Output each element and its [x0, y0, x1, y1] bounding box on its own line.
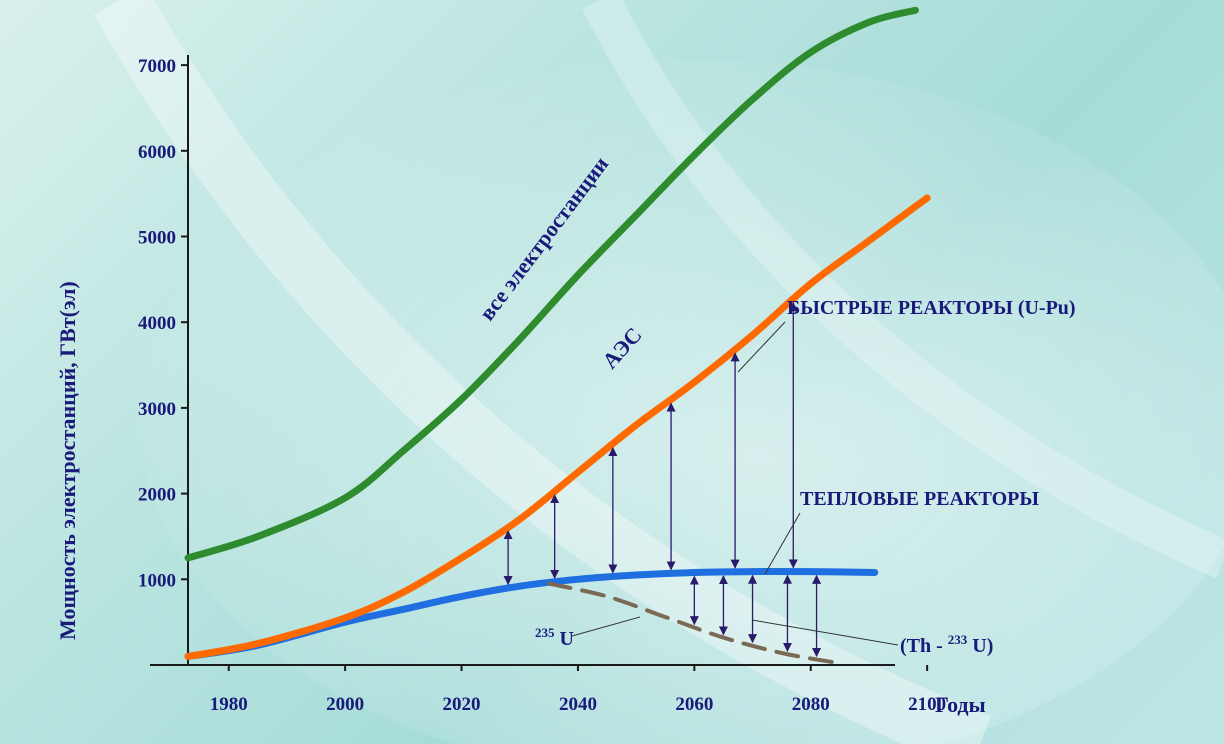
x-tick-label: 2100: [908, 694, 946, 715]
x-tick-label: 2020: [443, 694, 481, 715]
th233-close: U): [972, 635, 993, 657]
fast-reactors-leader: [737, 321, 786, 373]
u235-symbol: U: [560, 628, 574, 650]
thermal-reactors-leader: [764, 512, 801, 575]
all-plants-line: [184, 6, 919, 562]
thermal-reactors-label: ТЕПЛОВЫЕ РЕАКТОРЫ: [800, 488, 1039, 510]
u235-leader: [571, 616, 641, 637]
y-axis-title: Мощность электростанций, ГВт(эл): [55, 281, 80, 640]
npp-line: [184, 194, 931, 660]
x-tick-label: 2000: [326, 694, 364, 715]
series-layer: [184, 6, 931, 666]
y-tick-label: 2000: [138, 485, 176, 506]
svg-text:235 U: 235 U: [535, 620, 574, 650]
arrow-layer: [503, 302, 822, 658]
fast-reactors-label: БЫСТРЫЕ РЕАКТОРЫ (U-Pu): [787, 297, 1076, 319]
th233-label: (Th - 233 U): [751, 619, 993, 657]
x-tick-label: 2080: [792, 694, 830, 715]
axes: [150, 55, 895, 666]
u235-mass: 235: [535, 625, 555, 640]
th233-leader: [751, 619, 899, 646]
background-decoration: [93, 0, 1224, 744]
y-tick-label: 5000: [138, 228, 176, 249]
y-tick-label: 4000: [138, 313, 176, 334]
x-axis-ticks: 1980 2000 2020 2040 2060 2080 2100: [210, 665, 946, 715]
x-tick-label: 2060: [675, 694, 713, 715]
x-axis-title: Годы: [935, 692, 986, 717]
th233-open: (Th -: [900, 635, 943, 657]
y-tick-label: 3000: [138, 399, 176, 420]
th233-mass: 233: [948, 632, 968, 647]
x-tick-label: 2040: [559, 694, 597, 715]
u235-line: [546, 581, 842, 666]
x-tick-label: 1980: [210, 694, 248, 715]
svg-text:(Th - 233 U): (Th - 233 U): [900, 627, 993, 657]
y-tick-label: 7000: [138, 56, 176, 77]
y-tick-label: 1000: [138, 570, 176, 591]
y-axis-ticks: 1000 2000 3000 4000 5000 6000 7000: [138, 56, 188, 591]
y-tick-label: 6000: [138, 142, 176, 163]
u235-label: 235 U: [535, 616, 641, 650]
